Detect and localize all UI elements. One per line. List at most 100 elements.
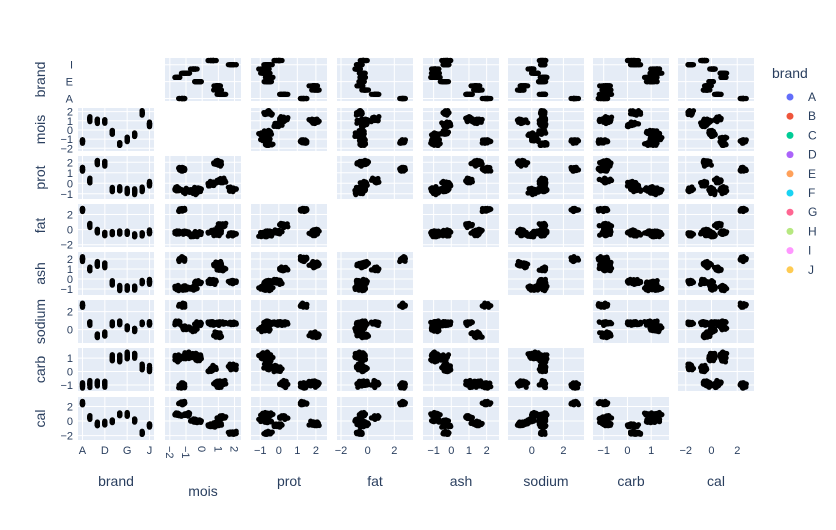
point-9[interactable] — [360, 124, 365, 129]
point-0[interactable] — [300, 137, 305, 142]
point-8[interactable] — [140, 186, 145, 191]
point-7[interactable] — [260, 133, 265, 138]
point-4[interactable] — [539, 132, 544, 137]
point-6[interactable] — [360, 137, 365, 142]
point-6[interactable] — [721, 137, 726, 142]
point-8[interactable] — [266, 110, 271, 115]
point-0[interactable] — [403, 167, 408, 172]
point-0[interactable] — [485, 137, 490, 142]
point-7[interactable] — [531, 132, 536, 137]
point-4[interactable] — [442, 132, 447, 137]
point-9[interactable] — [360, 58, 365, 63]
point-9[interactable] — [271, 124, 276, 129]
point-7[interactable] — [527, 66, 532, 71]
point-3[interactable] — [212, 160, 217, 165]
point-8[interactable] — [443, 110, 448, 115]
point-9[interactable] — [206, 183, 211, 188]
point-9[interactable] — [276, 124, 281, 129]
point-5[interactable] — [117, 186, 122, 191]
point-9[interactable] — [631, 58, 636, 63]
point-8[interactable] — [358, 110, 363, 115]
point-8[interactable] — [230, 62, 235, 67]
point-3[interactable] — [525, 83, 530, 88]
point-3[interactable] — [519, 119, 524, 124]
point-6[interactable] — [125, 188, 130, 193]
point-9[interactable] — [540, 124, 545, 129]
point-1[interactable] — [87, 118, 92, 123]
point-6[interactable] — [182, 71, 187, 76]
point-1[interactable] — [542, 92, 547, 97]
point-6[interactable] — [182, 188, 187, 193]
point-0[interactable] — [80, 167, 85, 172]
point-9[interactable] — [445, 124, 450, 129]
point-0[interactable] — [182, 96, 187, 101]
point-7[interactable] — [433, 133, 438, 138]
point-3[interactable] — [313, 83, 318, 88]
point-7[interactable] — [190, 190, 195, 195]
point-1[interactable] — [374, 92, 379, 97]
point-4[interactable] — [192, 79, 197, 84]
point-7[interactable] — [711, 66, 716, 71]
point-4[interactable] — [442, 79, 447, 84]
point-0[interactable] — [597, 138, 602, 143]
point-6[interactable] — [721, 71, 726, 76]
point-3[interactable] — [604, 120, 609, 125]
point-3[interactable] — [604, 83, 609, 88]
point-8[interactable] — [140, 110, 145, 115]
point-1[interactable] — [715, 118, 720, 123]
point-3[interactable] — [212, 83, 217, 88]
point-9[interactable] — [147, 183, 152, 188]
point-7[interactable] — [355, 133, 360, 138]
point-0[interactable] — [80, 137, 85, 142]
point-7[interactable] — [656, 133, 661, 138]
point-3[interactable] — [475, 120, 480, 125]
point-0[interactable] — [572, 137, 577, 142]
point-8[interactable] — [690, 62, 695, 67]
point-3[interactable] — [102, 120, 107, 125]
point-7[interactable] — [132, 133, 137, 138]
point-3[interactable] — [519, 83, 524, 88]
point-1[interactable] — [282, 92, 287, 97]
point-9[interactable] — [625, 124, 630, 129]
point-0[interactable] — [182, 167, 187, 172]
point-3[interactable] — [525, 120, 530, 125]
point-0[interactable] — [300, 96, 305, 101]
point-5[interactable] — [541, 75, 546, 80]
point-7[interactable] — [132, 190, 137, 195]
point-7[interactable] — [527, 133, 532, 138]
point-8[interactable] — [690, 110, 695, 115]
point-8[interactable] — [230, 186, 235, 191]
point-9[interactable] — [702, 58, 707, 63]
point-6[interactable] — [125, 137, 130, 142]
point-2[interactable] — [95, 117, 100, 122]
point-9[interactable] — [271, 58, 276, 63]
point-0[interactable] — [403, 96, 408, 101]
point-5[interactable] — [541, 141, 546, 146]
point-7[interactable] — [190, 66, 195, 71]
point-1[interactable] — [374, 118, 379, 123]
point-0[interactable] — [572, 96, 577, 101]
point-8[interactable] — [539, 110, 544, 115]
point-1[interactable] — [464, 92, 469, 97]
point-0[interactable] — [403, 137, 408, 142]
point-7[interactable] — [711, 133, 716, 138]
point-0[interactable] — [602, 137, 607, 142]
point-5[interactable] — [117, 141, 122, 146]
point-4[interactable] — [110, 185, 115, 190]
point-9[interactable] — [540, 58, 545, 63]
point-0[interactable] — [741, 96, 746, 101]
point-9[interactable] — [702, 124, 707, 129]
point-3[interactable] — [102, 160, 107, 165]
point-1[interactable] — [537, 92, 542, 97]
point-9[interactable] — [276, 58, 281, 63]
point-8[interactable] — [266, 62, 271, 67]
point-9[interactable] — [445, 58, 450, 63]
point-2[interactable] — [95, 162, 100, 167]
point-4[interactable] — [110, 132, 115, 137]
point-4[interactable] — [709, 79, 714, 84]
point-8[interactable] — [630, 110, 635, 115]
point-3[interactable] — [313, 120, 318, 125]
point-9[interactable] — [631, 122, 636, 127]
point-1[interactable] — [715, 92, 720, 97]
point-1[interactable] — [87, 177, 92, 182]
